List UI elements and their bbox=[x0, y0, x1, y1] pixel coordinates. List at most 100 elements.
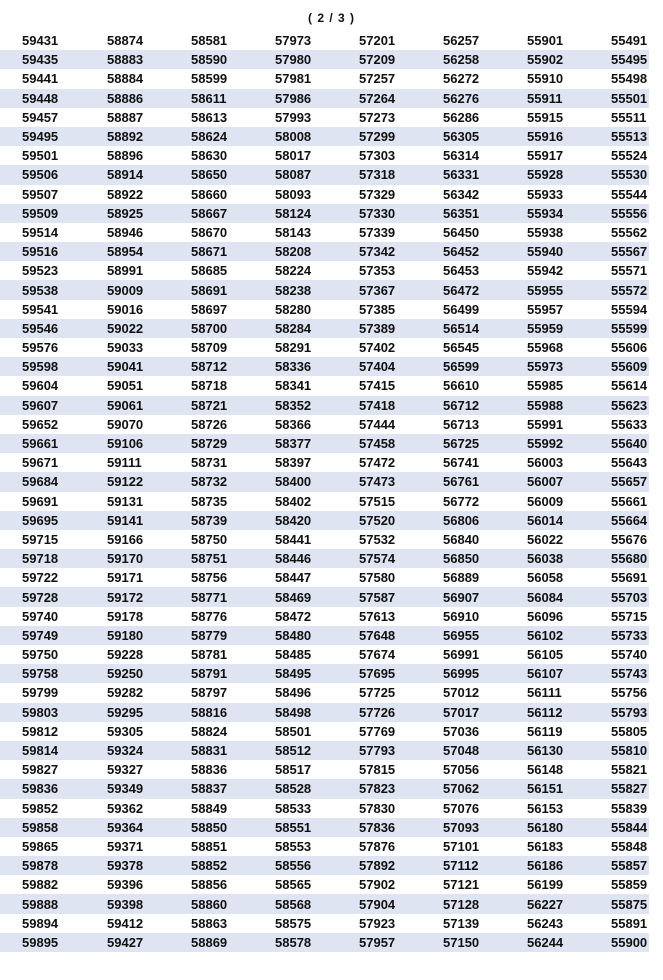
table-cell: 59661 bbox=[22, 436, 59, 452]
table-cell: 59695 bbox=[22, 512, 59, 528]
table-cell: 57904 bbox=[359, 896, 396, 912]
table-cell: 58850 bbox=[191, 819, 228, 835]
table-cell: 59412 bbox=[107, 915, 144, 931]
table-cell: 59718 bbox=[22, 551, 59, 567]
table-row: 59598 59041 58712 58336 57404 56599 55973 55609 bbox=[0, 357, 649, 377]
table-cell: 55571 bbox=[611, 263, 648, 279]
table-row: 59509 58925 58667 58124 57330 56351 55934 55556 bbox=[0, 203, 649, 223]
table-cell: 55821 bbox=[611, 762, 648, 778]
table-cell: 59111 bbox=[107, 455, 142, 471]
table-cell: 58896 bbox=[107, 148, 144, 164]
table-cell: 57587 bbox=[359, 589, 396, 605]
table-cell: 58336 bbox=[275, 359, 312, 375]
table-cell: 56545 bbox=[443, 340, 480, 356]
table-cell: 57981 bbox=[275, 71, 312, 87]
table-cell: 58556 bbox=[275, 858, 312, 874]
table-cell: 57980 bbox=[275, 52, 312, 68]
table-cell: 55973 bbox=[527, 359, 564, 375]
table-cell: 58599 bbox=[191, 71, 228, 87]
table-cell: 59865 bbox=[22, 838, 59, 854]
table-row: 59652 59070 58726 58366 57444 56713 55991 55633 bbox=[0, 415, 649, 434]
table-cell: 55594 bbox=[611, 301, 648, 317]
table-cell: 55495 bbox=[611, 52, 648, 68]
table-cell: 55756 bbox=[611, 685, 648, 701]
table-cell: 57056 bbox=[443, 762, 480, 778]
table-cell: 57402 bbox=[359, 340, 396, 356]
table-row: 59684 59122 58732 58400 57473 56761 56007 55657 bbox=[0, 472, 649, 492]
table-cell: 56772 bbox=[443, 493, 480, 509]
table-cell: 59457 bbox=[22, 109, 59, 125]
table-row: 59888 59398 58860 58568 57904 57128 56227 55875 bbox=[0, 894, 649, 914]
table-row: 59514 58946 58670 58143 57339 56450 55938 55562 bbox=[0, 223, 649, 242]
table-cell: 58498 bbox=[275, 704, 312, 720]
table-cell: 56610 bbox=[443, 378, 480, 394]
table-cell: 55643 bbox=[611, 455, 648, 471]
table-cell: 58797 bbox=[191, 685, 228, 701]
table-cell: 57299 bbox=[359, 129, 396, 145]
table-cell: 56153 bbox=[527, 800, 564, 816]
table-cell: 58739 bbox=[191, 512, 228, 528]
table-cell: 55743 bbox=[611, 666, 648, 682]
table-cell: 59033 bbox=[107, 340, 144, 356]
table-cell: 58008 bbox=[275, 129, 312, 145]
table-cell: 55992 bbox=[527, 436, 564, 452]
table-cell: 59324 bbox=[107, 743, 144, 759]
table-cell: 57017 bbox=[443, 704, 480, 720]
table-cell: 56119 bbox=[527, 723, 563, 739]
table-cell: 55657 bbox=[611, 474, 648, 490]
table-cell: 57830 bbox=[359, 800, 396, 816]
table-cell: 58590 bbox=[191, 52, 228, 68]
table-cell: 57648 bbox=[359, 627, 396, 643]
table-cell: 58366 bbox=[275, 416, 312, 432]
table-cell: 58732 bbox=[191, 474, 228, 490]
table-cell: 57993 bbox=[275, 109, 312, 125]
table-cell: 59327 bbox=[107, 762, 144, 778]
table-cell: 55902 bbox=[527, 52, 564, 68]
table-cell: 56014 bbox=[527, 512, 564, 528]
table-cell: 56257 bbox=[443, 33, 480, 49]
table-cell: 59009 bbox=[107, 282, 144, 298]
table-cell: 57726 bbox=[359, 704, 396, 720]
table-cell: 58533 bbox=[275, 800, 312, 816]
table-row: 59750 59228 58781 58485 57674 56991 56105 55740 bbox=[0, 645, 649, 664]
table-row: 59457 58887 58613 57993 57273 56286 55915 55511 bbox=[0, 108, 649, 127]
table-row: 59435 58883 58590 57980 57209 56258 55902 55495 bbox=[0, 50, 649, 70]
table-cell: 55740 bbox=[611, 647, 648, 663]
table-cell: 55491 bbox=[611, 33, 648, 49]
table-cell: 57112 bbox=[443, 858, 479, 874]
table-cell: 57515 bbox=[359, 493, 396, 509]
table-cell: 56258 bbox=[443, 52, 480, 68]
table-cell: 55524 bbox=[611, 148, 648, 164]
table-cell: 58124 bbox=[275, 205, 312, 221]
table-row: 59858 59364 58850 58551 57836 57093 56180 55844 bbox=[0, 817, 649, 837]
table-cell: 58954 bbox=[107, 244, 144, 260]
table-cell: 55916 bbox=[527, 129, 564, 145]
table-cell: 59022 bbox=[107, 320, 144, 336]
table-cell: 58709 bbox=[191, 340, 228, 356]
table-cell: 55859 bbox=[611, 877, 648, 893]
table-cell: 57473 bbox=[359, 474, 396, 490]
table-cell: 57418 bbox=[359, 397, 396, 413]
table-cell: 57404 bbox=[359, 359, 396, 375]
table-cell: 56009 bbox=[527, 493, 564, 509]
table-cell: 55572 bbox=[611, 282, 648, 298]
table-cell: 56452 bbox=[443, 244, 480, 260]
table-cell: 56351 bbox=[443, 205, 480, 221]
table-cell: 56107 bbox=[527, 666, 564, 682]
table-cell: 55640 bbox=[611, 436, 648, 452]
table-cell: 59371 bbox=[107, 838, 144, 854]
table-cell: 56850 bbox=[443, 551, 480, 567]
table-cell: 59538 bbox=[22, 282, 59, 298]
table-cell: 58751 bbox=[191, 551, 228, 567]
table-cell: 56244 bbox=[527, 934, 564, 950]
table-cell: 55848 bbox=[611, 838, 648, 854]
table-cell: 58441 bbox=[275, 531, 312, 547]
table-cell: 57048 bbox=[443, 743, 480, 759]
table-cell: 58691 bbox=[191, 282, 228, 298]
table-cell: 57532 bbox=[359, 531, 396, 547]
table-cell: 59541 bbox=[22, 301, 59, 317]
table-cell: 57815 bbox=[359, 762, 396, 778]
table-cell: 59652 bbox=[22, 416, 59, 432]
table-cell: 57695 bbox=[359, 666, 396, 682]
table-cell: 59750 bbox=[22, 647, 59, 663]
